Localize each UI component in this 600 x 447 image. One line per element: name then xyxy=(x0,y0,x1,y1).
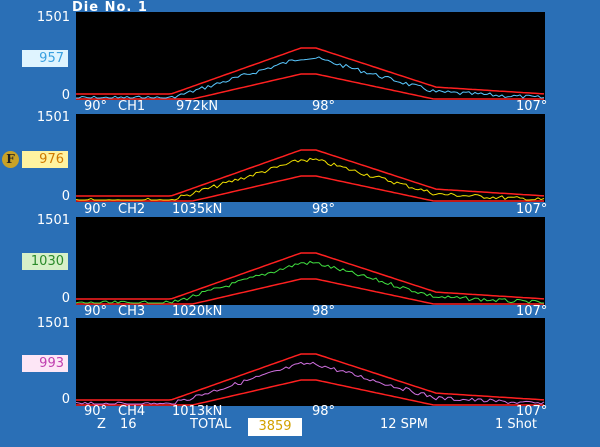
ch4-x-end: 107° xyxy=(516,404,548,419)
total-label: TOTAL xyxy=(190,417,232,432)
ch1-x-start: 90° xyxy=(84,99,108,114)
total-value-box: 3859 xyxy=(248,418,302,436)
z-label: Z xyxy=(97,417,106,432)
trace-line xyxy=(76,361,545,405)
scale-max: 1501 xyxy=(36,316,70,331)
ch2-waveform-plot xyxy=(76,114,545,202)
z-value: 16 xyxy=(120,417,137,432)
trace-line xyxy=(76,252,545,300)
scale-min: 0 xyxy=(61,189,70,204)
scale-max: 1501 xyxy=(36,213,70,228)
ch3-x-start: 90° xyxy=(84,304,108,319)
ch2-x-mid: 98° xyxy=(312,202,336,217)
ch1-axis-row: 90° CH1 972kN 98° 107° xyxy=(76,99,548,115)
ch4-x-start: 90° xyxy=(84,404,108,419)
trace-line xyxy=(76,149,545,197)
trace-line xyxy=(76,47,545,95)
trace-line xyxy=(76,379,544,406)
ch4-x-mid: 98° xyxy=(312,404,336,419)
ch1-channel-label: CH1 xyxy=(118,99,146,114)
trace-line xyxy=(76,73,544,100)
trace-line xyxy=(76,278,544,305)
ch2-x-end: 107° xyxy=(516,202,548,217)
ch4-value-box: 993 xyxy=(22,355,68,372)
ch1-x-end: 107° xyxy=(516,99,548,114)
trace-line xyxy=(76,353,545,401)
scale-max: 1501 xyxy=(36,110,70,125)
ch4-waveform-svg xyxy=(76,353,545,406)
scale-min: 0 xyxy=(61,291,70,306)
ch4-waveform-plot xyxy=(76,318,545,406)
ch1-x-mid: 98° xyxy=(312,99,336,114)
ch1-waveform-plot xyxy=(76,12,545,100)
ch2-peak-label: 1035kN xyxy=(172,202,223,217)
ch1-peak-label: 972kN xyxy=(176,99,219,114)
ch3-channel-label: CH3 xyxy=(118,304,146,319)
ch3-x-end: 107° xyxy=(516,304,548,319)
scale-min: 0 xyxy=(61,88,70,103)
ch4-channel-label: CH4 xyxy=(118,404,146,419)
ch3-peak-label: 1020kN xyxy=(172,304,223,319)
ch2-channel-label: CH2 xyxy=(118,202,146,217)
die-number-title: Die No. 1 xyxy=(72,0,148,15)
spm-readout: 12 SPM xyxy=(380,417,428,432)
shot-mode: 1 Shot xyxy=(495,417,537,432)
ch3-waveform-svg xyxy=(76,252,545,305)
ch2-value-box: 976 xyxy=(22,151,68,168)
ch2-x-start: 90° xyxy=(84,202,108,217)
scale-min: 0 xyxy=(61,392,70,407)
ch1-value-box: 957 xyxy=(22,50,68,67)
trace-line xyxy=(76,157,545,201)
ch1-waveform-svg xyxy=(76,47,545,100)
ch3-value-box: 1030 xyxy=(22,253,68,270)
trace-line xyxy=(76,175,544,202)
ch3-x-mid: 98° xyxy=(312,304,336,319)
ch3-axis-row: 90° CH3 1020kN 98° 107° xyxy=(76,304,548,320)
trace-line xyxy=(76,260,544,304)
ch3-waveform-plot xyxy=(76,217,545,305)
scale-max: 1501 xyxy=(36,10,70,25)
ch4-peak-label: 1013kN xyxy=(172,404,223,419)
trace-line xyxy=(76,56,545,99)
ch4-axis-row: 90° CH4 1013kN 98° 107° xyxy=(76,404,548,420)
f-badge-icon[interactable]: F xyxy=(2,151,19,168)
ch2-waveform-svg xyxy=(76,149,545,202)
ch2-axis-row: 90° CH2 1035kN 98° 107° xyxy=(76,202,548,218)
